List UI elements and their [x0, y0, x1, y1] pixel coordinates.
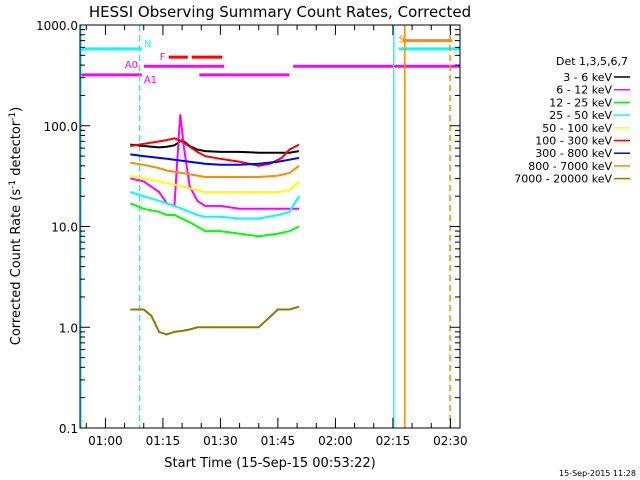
y-tick-label: 100.0 [44, 120, 78, 134]
x-tick-label: 01:00 [88, 434, 123, 448]
flag-label: A0 [125, 60, 138, 71]
y-axis: 1000.0 100.0 10.0 1.0 0.1 [36, 19, 460, 436]
series-line [130, 191, 300, 220]
y-tick-label: 1000.0 [36, 19, 78, 33]
legend-label: 100 - 300 keV [535, 135, 612, 148]
observing-flags: NF S A0 A1 [80, 35, 460, 86]
legend-label: 50 - 100 keV [542, 122, 612, 135]
x-axis-label: Start Time (15-Sep-15 00:53:22) [164, 456, 375, 471]
plot-frame [79, 24, 461, 429]
x-axis: 01:00 01:15 01:30 01:45 02:00 02:15 02:30 [85, 25, 468, 448]
legend-label: 7000 - 20000 keV [514, 173, 612, 186]
vertical-markers [80, 25, 451, 428]
series-line [130, 153, 300, 166]
legend-label: 300 - 800 keV [535, 147, 612, 160]
series-lines [129, 114, 300, 336]
legend-title: Det 1,3,5,6,7 [556, 55, 628, 68]
x-tick-label: 01:30 [203, 434, 238, 448]
series-line [130, 305, 300, 336]
legend-label: 12 - 25 keV [549, 96, 612, 109]
flag-label: A1 [144, 75, 157, 86]
series-line [130, 138, 300, 154]
x-tick-label: 02:00 [318, 434, 353, 448]
y-axis-label: Corrected Count Rate (s-1 detector-1) [8, 107, 24, 345]
series-line [129, 202, 300, 238]
series-line [130, 174, 300, 193]
y-tick-label: 0.1 [59, 422, 78, 436]
series-line [130, 114, 299, 210]
flag-label: N [144, 39, 151, 50]
series-line [130, 137, 300, 167]
series-line [130, 161, 300, 178]
x-tick-label: 02:30 [433, 434, 468, 448]
x-tick-label: 01:15 [146, 434, 181, 448]
legend-label: 25 - 50 keV [549, 109, 612, 122]
legend-label: 3 - 6 keV [563, 71, 612, 84]
y-tick-label: 1.0 [59, 321, 78, 335]
legend-label: 6 - 12 keV [556, 84, 612, 97]
flag-label: S [399, 35, 405, 46]
footer-timestamp: 15-Sep-2015 11:28 [559, 469, 636, 478]
x-tick-label: 02:15 [376, 434, 411, 448]
x-tick-label: 01:45 [261, 434, 296, 448]
chart-title: HESSI Observing Summary Count Rates, Cor… [89, 3, 471, 21]
flag-label: F [160, 52, 166, 63]
legend-label: 800 - 7000 keV [528, 160, 612, 173]
y-tick-label: 10.0 [51, 221, 78, 235]
